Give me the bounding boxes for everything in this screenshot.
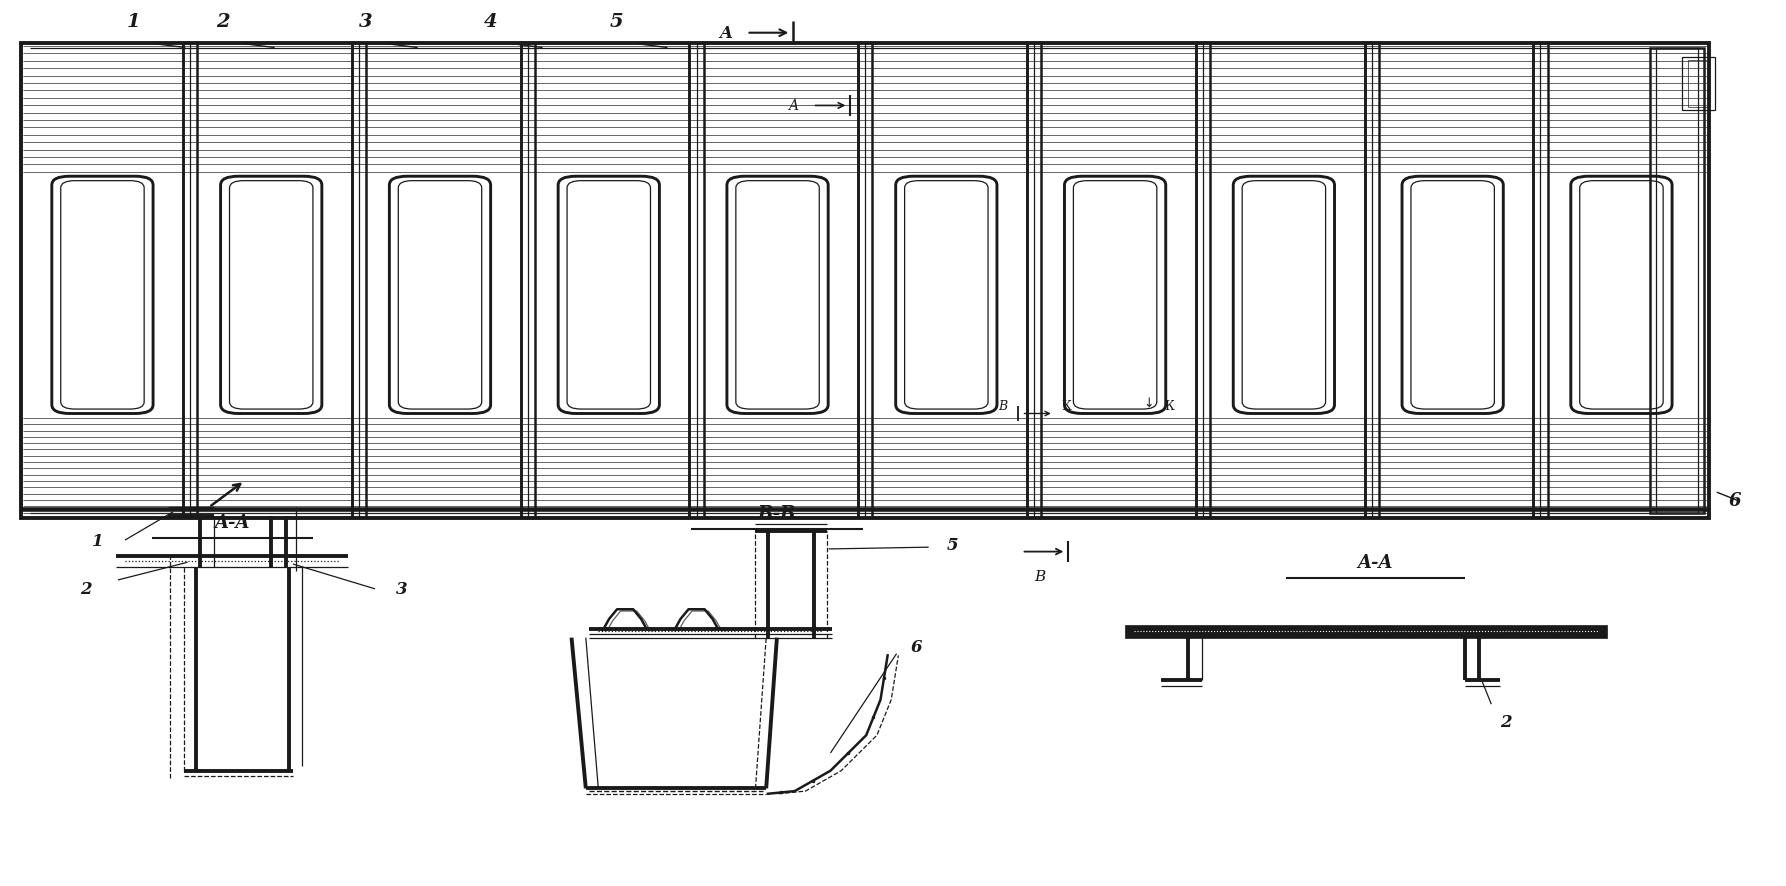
Text: 1: 1 [93, 532, 104, 549]
Text: A: A [788, 99, 798, 113]
Text: 4: 4 [484, 13, 498, 31]
Bar [1125, 626, 1607, 638]
Bar [1650, 49, 1704, 514]
Text: 3: 3 [359, 13, 373, 31]
Text: A-A: A-A [1357, 554, 1393, 571]
Text: К: К [1164, 400, 1173, 412]
Text: 1: 1 [127, 13, 141, 31]
Text: A: A [720, 25, 732, 43]
Text: A-A: A-A [214, 514, 250, 532]
Bar [1656, 49, 1698, 514]
Text: ↓: ↓ [1143, 397, 1154, 409]
Bar [1682, 58, 1715, 111]
Text: 2: 2 [80, 580, 91, 598]
Bar [21, 44, 1709, 518]
Text: B: B [998, 400, 1007, 412]
Text: К: К [1061, 400, 1070, 412]
Text: 3: 3 [396, 580, 407, 598]
Text: B-B: B-B [757, 505, 797, 523]
Text: B: B [1034, 570, 1045, 584]
Text: 5: 5 [609, 13, 623, 31]
Text: 6: 6 [911, 638, 923, 656]
Text: 2: 2 [1500, 713, 1513, 730]
Text: 6: 6 [1729, 492, 1741, 509]
Bar [1688, 61, 1709, 108]
Text: 5: 5 [947, 536, 959, 554]
Text: 2: 2 [216, 13, 230, 31]
